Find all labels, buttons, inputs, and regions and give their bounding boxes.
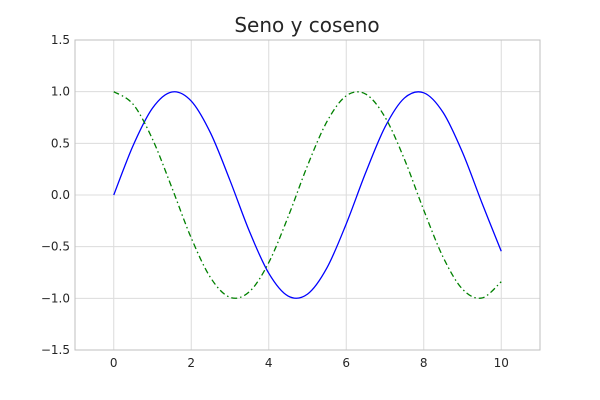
grid	[75, 39, 540, 351]
series-layer	[113, 91, 502, 299]
y-tick-label: −1.5	[41, 343, 70, 357]
y-tick-label: 0.5	[51, 136, 70, 150]
chart-title: Seno y coseno	[234, 13, 379, 37]
x-axis-ticks: 0 2 4 6 8 10	[110, 356, 509, 370]
y-axis-ticks: −1.5 −1.0 −0.5 0.0 0.5 1.0 1.5	[41, 33, 70, 357]
plot-frame	[74, 39, 541, 351]
series-line-0	[113, 91, 502, 299]
y-tick-label: 1.0	[51, 85, 70, 99]
y-tick-label: 1.5	[51, 33, 70, 47]
y-tick-label: 0.0	[51, 188, 70, 202]
series-line-1	[113, 91, 502, 299]
x-tick-label: 4	[265, 356, 273, 370]
y-tick-label: −0.5	[41, 240, 70, 254]
x-tick-label: 2	[187, 356, 195, 370]
x-tick-label: 8	[420, 356, 428, 370]
x-tick-label: 6	[342, 356, 350, 370]
y-tick-label: −1.0	[41, 291, 70, 305]
x-tick-label: 0	[110, 356, 118, 370]
x-tick-label: 10	[494, 356, 509, 370]
